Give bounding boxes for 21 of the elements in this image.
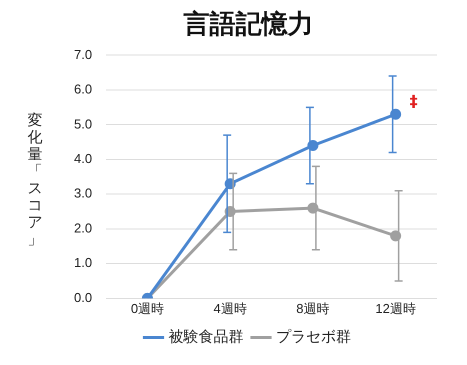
- point: [307, 202, 318, 214]
- point: [307, 140, 318, 152]
- point: [390, 108, 402, 120]
- x-tick-label: 0週時: [130, 300, 164, 316]
- point: [390, 230, 402, 242]
- x-tick-label: 12週時: [375, 300, 416, 316]
- x-tick-label: 8週時: [296, 300, 330, 316]
- y-tick-label: 2.0: [74, 220, 92, 236]
- y-tick-label: 0.0: [74, 290, 92, 305]
- y-tick-label: 1.0: [74, 255, 92, 270]
- x-tick-label: 4週時: [214, 300, 247, 316]
- legend-label: プラセボ群: [276, 328, 351, 346]
- y-tick-label: 3.0: [74, 186, 92, 201]
- annotation: ‡: [410, 91, 418, 110]
- chart-title: 言語記憶力: [182, 9, 314, 40]
- y-axis-title: 変化量「スコア」: [26, 111, 44, 248]
- y-tick-label: 6.0: [74, 82, 92, 97]
- y-tick-label: 7.0: [74, 46, 92, 62]
- y-tick-label: 5.0: [74, 116, 92, 132]
- legend-label: 被験食品群: [168, 328, 244, 346]
- y-tick-label: 4.0: [74, 151, 92, 166]
